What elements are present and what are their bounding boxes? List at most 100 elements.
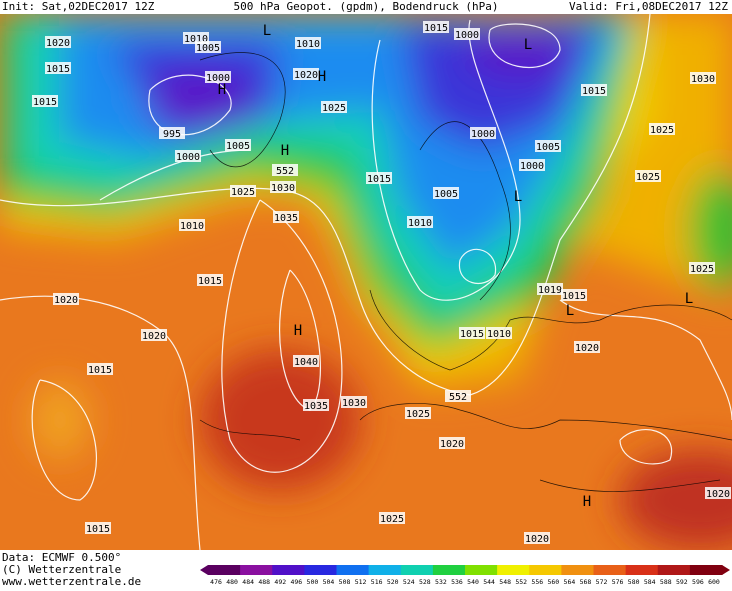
pressure-center: L <box>685 291 693 307</box>
colorbar-tick: 580 <box>628 578 640 586</box>
colorbar-tick: 596 <box>692 578 704 586</box>
label-box <box>45 62 71 74</box>
pressure-center: L <box>263 23 271 39</box>
label-box <box>379 512 405 524</box>
label-box <box>272 164 298 176</box>
label-box <box>689 262 715 274</box>
label-box <box>53 293 79 305</box>
isobar-label: 1020 <box>706 489 730 500</box>
isobar-label: 1015 <box>46 64 70 75</box>
colorbar-cell <box>689 565 707 575</box>
data-source: Data: ECMWF 0.500° <box>2 551 121 564</box>
isobar-label: 552 <box>449 392 467 403</box>
isobar-label: 1010 <box>184 34 208 45</box>
colorbar-tick: 544 <box>483 578 495 586</box>
label-box <box>635 170 661 182</box>
colorbar-tick: 492 <box>274 578 286 586</box>
colorbar-tick: 496 <box>290 578 302 586</box>
label-box <box>561 289 587 301</box>
isobar-label: 1010 <box>408 218 432 229</box>
pressure-center: H <box>583 494 591 510</box>
isobar-label: 1025 <box>231 187 255 198</box>
isobar-label: 1000 <box>520 161 544 172</box>
label-box <box>45 36 71 48</box>
copyright: (C) Wetterzentrale <box>2 563 121 576</box>
colorbar-tick: 504 <box>323 578 335 586</box>
label-box <box>273 211 299 223</box>
colorbar-tick: 584 <box>644 578 656 586</box>
label-box <box>454 28 480 40</box>
colorbar-cell <box>224 565 241 575</box>
label-box <box>293 68 319 80</box>
isobar-label: 1005 <box>226 141 250 152</box>
colorbar-tick: 520 <box>387 578 399 586</box>
colorbar: 476 480 484 488 492 496 500 504 508 512 516 520 524 5… <box>200 565 730 586</box>
colorbar-cell <box>593 565 611 575</box>
colorbar-cell <box>481 565 498 575</box>
colorbar-tick: 572 <box>596 578 608 586</box>
pressure-center: L <box>514 189 522 205</box>
label-box <box>230 185 256 197</box>
pressure-center: H <box>294 323 302 339</box>
label-box <box>690 72 716 84</box>
isobar-label: 1000 <box>176 152 200 163</box>
isobar-label: 1015 <box>33 97 57 108</box>
label-box <box>141 329 167 341</box>
valid-text: Valid: Fri,08DEC2017 12Z <box>569 0 728 13</box>
colorbar-tick: 488 <box>258 578 270 586</box>
url: www.wetterzentrale.de <box>2 575 141 587</box>
isobar-label: 1015 <box>562 291 586 302</box>
colorbar-cell <box>208 565 225 575</box>
label-box <box>197 274 223 286</box>
label-box <box>705 487 731 499</box>
label-box <box>486 327 512 339</box>
isobar-label: 552 <box>276 166 294 177</box>
colorbar-tick: 592 <box>676 578 688 586</box>
label-box <box>341 396 367 408</box>
colorbar-cell <box>529 565 546 575</box>
label-box <box>159 127 185 139</box>
isobar-label: 1025 <box>322 103 346 114</box>
isobar-label: 1020 <box>440 439 464 450</box>
colorbar-cell <box>705 565 723 575</box>
label-box <box>423 21 449 33</box>
isobar-label: 1010 <box>487 329 511 340</box>
label-box <box>321 101 347 113</box>
label-box <box>574 341 600 353</box>
label-box <box>303 399 329 411</box>
isobar-label: 1015 <box>367 174 391 185</box>
label-box <box>537 283 563 295</box>
colorbar-tick: 536 <box>451 578 463 586</box>
pressure-center: L <box>524 37 532 53</box>
colorbar-tick: 548 <box>499 578 511 586</box>
isobar-label: 1005 <box>434 189 458 200</box>
label-box <box>407 216 433 228</box>
isobar-label: 1010 <box>180 221 204 232</box>
isobar-label: 1000 <box>206 73 230 84</box>
label-box <box>470 127 496 139</box>
label-box <box>32 95 58 107</box>
isobar-label: 1020 <box>54 295 78 306</box>
label-box <box>459 327 485 339</box>
colorbar-cell <box>673 565 691 575</box>
isobar-label: 1005 <box>536 142 560 153</box>
map-field <box>0 14 732 550</box>
colorbar-cell <box>577 565 594 575</box>
isobar-label: 1030 <box>691 74 715 85</box>
colorbar-tick: 516 <box>371 578 383 586</box>
label-box <box>581 84 607 96</box>
colorbar-cell <box>240 565 257 575</box>
colorbar-tick: 500 <box>307 578 319 586</box>
isobar-label: 1010 <box>296 39 320 50</box>
isobar-label: 1025 <box>636 172 660 183</box>
label-box <box>439 437 465 449</box>
colorbar-cell <box>288 565 305 575</box>
label-box <box>293 355 319 367</box>
colorbar-tick: 552 <box>515 578 527 586</box>
colorbar-cell <box>561 565 578 575</box>
label-box <box>524 532 550 544</box>
label-box <box>649 123 675 135</box>
colorbar-cell <box>304 565 321 575</box>
isobar-label: 1015 <box>198 276 222 287</box>
label-box <box>85 522 111 534</box>
